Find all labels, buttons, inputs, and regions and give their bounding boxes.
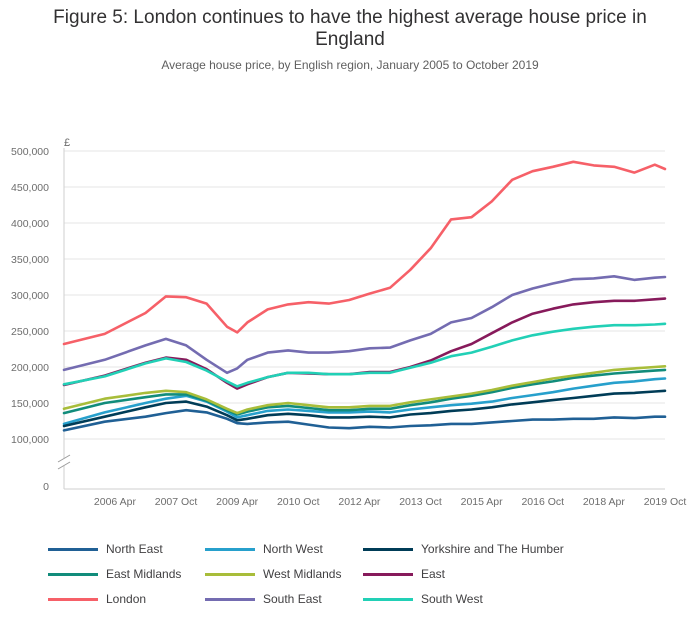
legend-item-london[interactable]: London (48, 591, 146, 607)
y-tick-label: 0 (43, 481, 49, 493)
y-tick-label: 500,000 (11, 146, 49, 158)
axis-break-mark (57, 461, 71, 470)
series-line-london (62, 160, 667, 346)
legend-swatch (363, 572, 413, 576)
legend-item-south-east[interactable]: South East (205, 591, 322, 607)
x-tick-label: 2010 Oct (277, 496, 320, 508)
legend-item-east[interactable]: East (363, 566, 445, 582)
y-tick-label: 450,000 (11, 182, 49, 194)
legend-item-south-west[interactable]: South West (363, 591, 483, 607)
legend-swatch (48, 547, 98, 551)
legend-label: South East (263, 592, 322, 606)
legend-label: North West (263, 542, 323, 556)
legend-label: North East (106, 542, 163, 556)
chart-title-line-2: England (315, 29, 385, 50)
series-line-south-east (62, 274, 667, 375)
legend-label: West Midlands (263, 567, 342, 581)
y-tick-label: 350,000 (11, 254, 49, 266)
legend-swatch (48, 572, 98, 576)
legend-label: East (421, 567, 446, 581)
chart-subtitle: Average house price, by English region, … (161, 58, 539, 72)
legend-swatch (205, 572, 255, 576)
x-tick-label: 2012 Apr (338, 496, 381, 508)
y-tick-label: 400,000 (11, 218, 49, 230)
legend-swatch (205, 547, 255, 551)
chart-title: Figure 5: London continues to have the h… (0, 7, 700, 51)
legend-label: East Midlands (106, 567, 182, 581)
legend-swatch (363, 547, 413, 551)
y-tick-label: 300,000 (11, 290, 49, 302)
legend-label: London (106, 592, 147, 606)
legend-label: South West (421, 592, 483, 606)
axis-layer: 0 100,000 150,000 200,000 250,000 300,000 350,… (11, 137, 686, 508)
y-tick-label: 100,000 (11, 434, 49, 446)
x-tick-label: 2018 Apr (583, 496, 626, 508)
x-tick-label: 2006 Apr (94, 496, 137, 508)
legend-item-west-midlands[interactable]: West Midlands (205, 566, 341, 582)
y-tick-label: 250,000 (11, 326, 49, 338)
legend-item-north-west[interactable]: North West (205, 541, 323, 557)
legend-swatch (48, 597, 98, 601)
legend-item-east-midlands[interactable]: East Midlands (48, 566, 181, 582)
series-line-west-midlands (62, 364, 667, 415)
legend-swatch (205, 597, 255, 601)
series-line-south-west (62, 322, 667, 388)
x-tick-label: 2009 Apr (216, 496, 259, 508)
legend-item-yorkshire-and-the-humber[interactable]: Yorkshire and The Humber (363, 541, 564, 557)
x-tick-label: 2016 Oct (521, 496, 564, 508)
series-layer (62, 160, 667, 432)
y-tick-label: 150,000 (11, 398, 49, 410)
axis-break-mark (57, 454, 71, 463)
legend-swatch (363, 597, 413, 601)
series-line-east-midlands (62, 368, 667, 416)
grid-layer (64, 150, 665, 440)
legend-label: Yorkshire and The Humber (421, 542, 564, 556)
legend-item-north-east[interactable]: North East (48, 541, 163, 557)
x-tick-label: 2019 Oct (644, 496, 687, 508)
series-line-yorkshire-and-the-humber (62, 389, 667, 428)
x-tick-label: 2007 Oct (155, 496, 198, 508)
chart-title-line-1: Figure 5: London continues to have the h… (53, 7, 647, 28)
y-tick-label: 200,000 (11, 362, 49, 374)
y-axis-unit-label: £ (64, 137, 70, 149)
x-tick-label: 2013 Oct (399, 496, 442, 508)
series-line-north-east (62, 408, 667, 432)
x-tick-label: 2015 Apr (461, 496, 504, 508)
